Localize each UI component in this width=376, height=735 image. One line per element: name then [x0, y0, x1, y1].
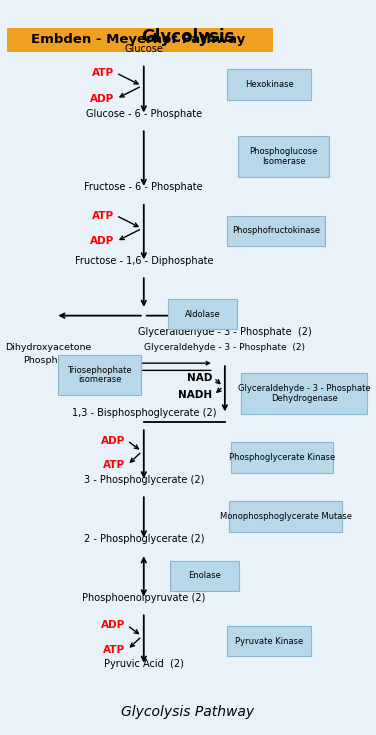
FancyBboxPatch shape — [227, 69, 311, 99]
Text: ADP: ADP — [90, 237, 114, 246]
Text: ATP: ATP — [92, 68, 114, 78]
Text: Glycolysis: Glycolysis — [141, 27, 235, 46]
Text: Enolase: Enolase — [188, 571, 221, 580]
Text: ATP: ATP — [92, 210, 114, 220]
Text: NAD: NAD — [186, 373, 212, 383]
Text: Dehydrogenase: Dehydrogenase — [271, 394, 337, 403]
Text: Glucose: Glucose — [124, 44, 163, 54]
Text: ADP: ADP — [101, 436, 125, 445]
FancyBboxPatch shape — [168, 299, 237, 329]
Text: isomerase: isomerase — [78, 375, 121, 384]
FancyBboxPatch shape — [58, 354, 141, 395]
FancyBboxPatch shape — [241, 373, 367, 414]
Text: Glycolysis Pathway: Glycolysis Pathway — [121, 705, 255, 719]
Text: Hexokinase: Hexokinase — [245, 80, 293, 89]
Text: Phosphate: Phosphate — [23, 356, 73, 365]
Text: Monophosphoglycerate Mutase: Monophosphoglycerate Mutase — [220, 512, 352, 521]
Text: Fructose - 1,6 - Diphosphate: Fructose - 1,6 - Diphosphate — [74, 256, 213, 266]
Text: NADH: NADH — [178, 390, 212, 401]
Text: Glyceraldehyde - 3 - Phosphate  (2): Glyceraldehyde - 3 - Phosphate (2) — [144, 343, 305, 352]
FancyBboxPatch shape — [229, 501, 342, 531]
Text: Phosphoenolpyruvate (2): Phosphoenolpyruvate (2) — [82, 593, 205, 603]
FancyBboxPatch shape — [238, 136, 329, 176]
Text: Dihydroxyacetone: Dihydroxyacetone — [5, 343, 91, 352]
Text: Phosphoglycerate Kinase: Phosphoglycerate Kinase — [229, 453, 335, 462]
Text: 2 - Phosphoglycerate (2): 2 - Phosphoglycerate (2) — [83, 534, 204, 544]
Text: Fructose - 6 - Phosphate: Fructose - 6 - Phosphate — [85, 182, 203, 193]
FancyBboxPatch shape — [227, 626, 311, 656]
FancyBboxPatch shape — [170, 561, 239, 591]
Text: Glucose - 6 - Phosphate: Glucose - 6 - Phosphate — [86, 109, 202, 119]
Text: Phosphofructokinase: Phosphofructokinase — [232, 226, 320, 235]
Text: ADP: ADP — [101, 620, 125, 631]
Text: 3 - Phosphoglycerate (2): 3 - Phosphoglycerate (2) — [83, 475, 204, 485]
Text: Aldolase: Aldolase — [185, 309, 221, 319]
Text: ADP: ADP — [90, 94, 114, 104]
Text: Triosephophate: Triosephophate — [67, 365, 132, 375]
Text: Isomerase: Isomerase — [262, 157, 306, 165]
Text: Pyruvate Kinase: Pyruvate Kinase — [235, 637, 303, 646]
Text: Glyceraldehyde - 3 - Phosphate: Glyceraldehyde - 3 - Phosphate — [238, 384, 370, 393]
Text: Embden - Meyerhof Pathway: Embden - Meyerhof Pathway — [31, 33, 246, 46]
FancyBboxPatch shape — [227, 215, 326, 245]
Text: 1,3 - Bisphosphoglycerate (2): 1,3 - Bisphosphoglycerate (2) — [71, 408, 216, 418]
Text: ATP: ATP — [103, 460, 125, 470]
FancyBboxPatch shape — [231, 442, 333, 473]
FancyBboxPatch shape — [7, 27, 273, 52]
Text: Pyruvic Acid  (2): Pyruvic Acid (2) — [104, 659, 184, 670]
Text: Glyceraldehyde - 3 - Phosphate  (2): Glyceraldehyde - 3 - Phosphate (2) — [138, 326, 312, 337]
Text: ATP: ATP — [103, 645, 125, 655]
Text: Phosphoglucose: Phosphoglucose — [250, 147, 318, 157]
